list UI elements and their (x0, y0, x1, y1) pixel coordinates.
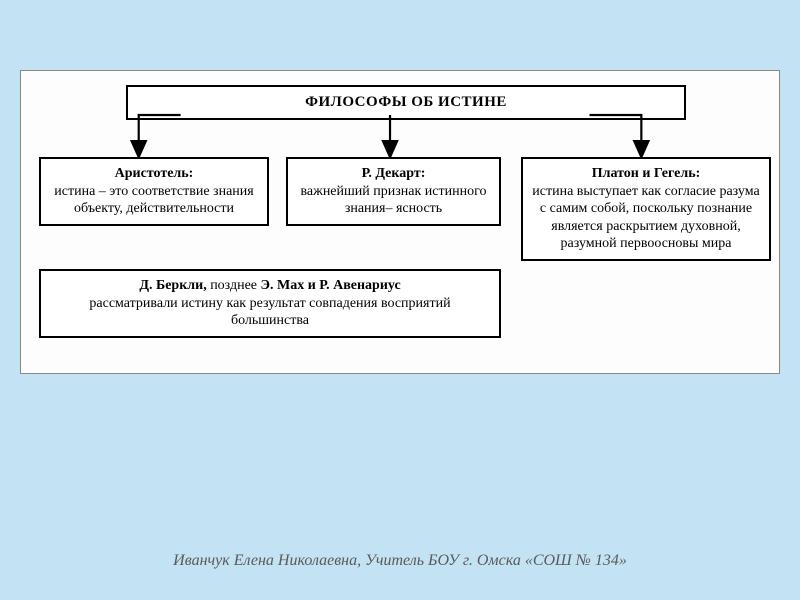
node-berkeley-name-mid: позднее (207, 278, 261, 293)
node-aristotle-text: истина – это соответствие знания объекту… (54, 184, 253, 217)
node-berkeley: Д. Беркли, позднее Э. Мах и Р. Авенариус… (39, 269, 501, 338)
node-platon-hegel-name: Платон и Гегель: (592, 166, 701, 181)
diagram: ФИЛОСОФЫ ОБ ИСТИНЕ Аристотель: истина – … (31, 79, 769, 359)
diagram-title-box: ФИЛОСОФЫ ОБ ИСТИНЕ (126, 85, 686, 120)
node-descartes-text: важнейший признак истинного знания– ясно… (301, 184, 487, 217)
node-aristotle-name: Аристотель: (115, 166, 194, 181)
node-berkeley-name-pre: Д. Беркли, (139, 278, 206, 293)
diagram-panel: ФИЛОСОФЫ ОБ ИСТИНЕ Аристотель: истина – … (20, 70, 780, 374)
node-descartes-name: Р. Декарт: (362, 166, 426, 181)
node-berkeley-name-post: Э. Мах и Р. Авенариус (261, 278, 401, 293)
node-descartes: Р. Декарт: важнейший признак истинного з… (286, 157, 501, 226)
diagram-title: ФИЛОСОФЫ ОБ ИСТИНЕ (305, 94, 507, 110)
node-berkeley-text: рассматривали истину как результат совпа… (89, 296, 450, 329)
node-platon-hegel: Платон и Гегель: истина выступает как со… (521, 157, 771, 261)
footer-text: Иванчук Елена Николаевна, Учитель БОУ г.… (173, 552, 627, 569)
node-platon-hegel-text: истина выступает как согласие разума с с… (532, 184, 759, 252)
footer-attribution: Иванчук Елена Николаевна, Учитель БОУ г.… (0, 552, 800, 570)
slide: ФИЛОСОФЫ ОБ ИСТИНЕ Аристотель: истина – … (0, 0, 800, 600)
node-aristotle: Аристотель: истина – это соответствие зн… (39, 157, 269, 226)
